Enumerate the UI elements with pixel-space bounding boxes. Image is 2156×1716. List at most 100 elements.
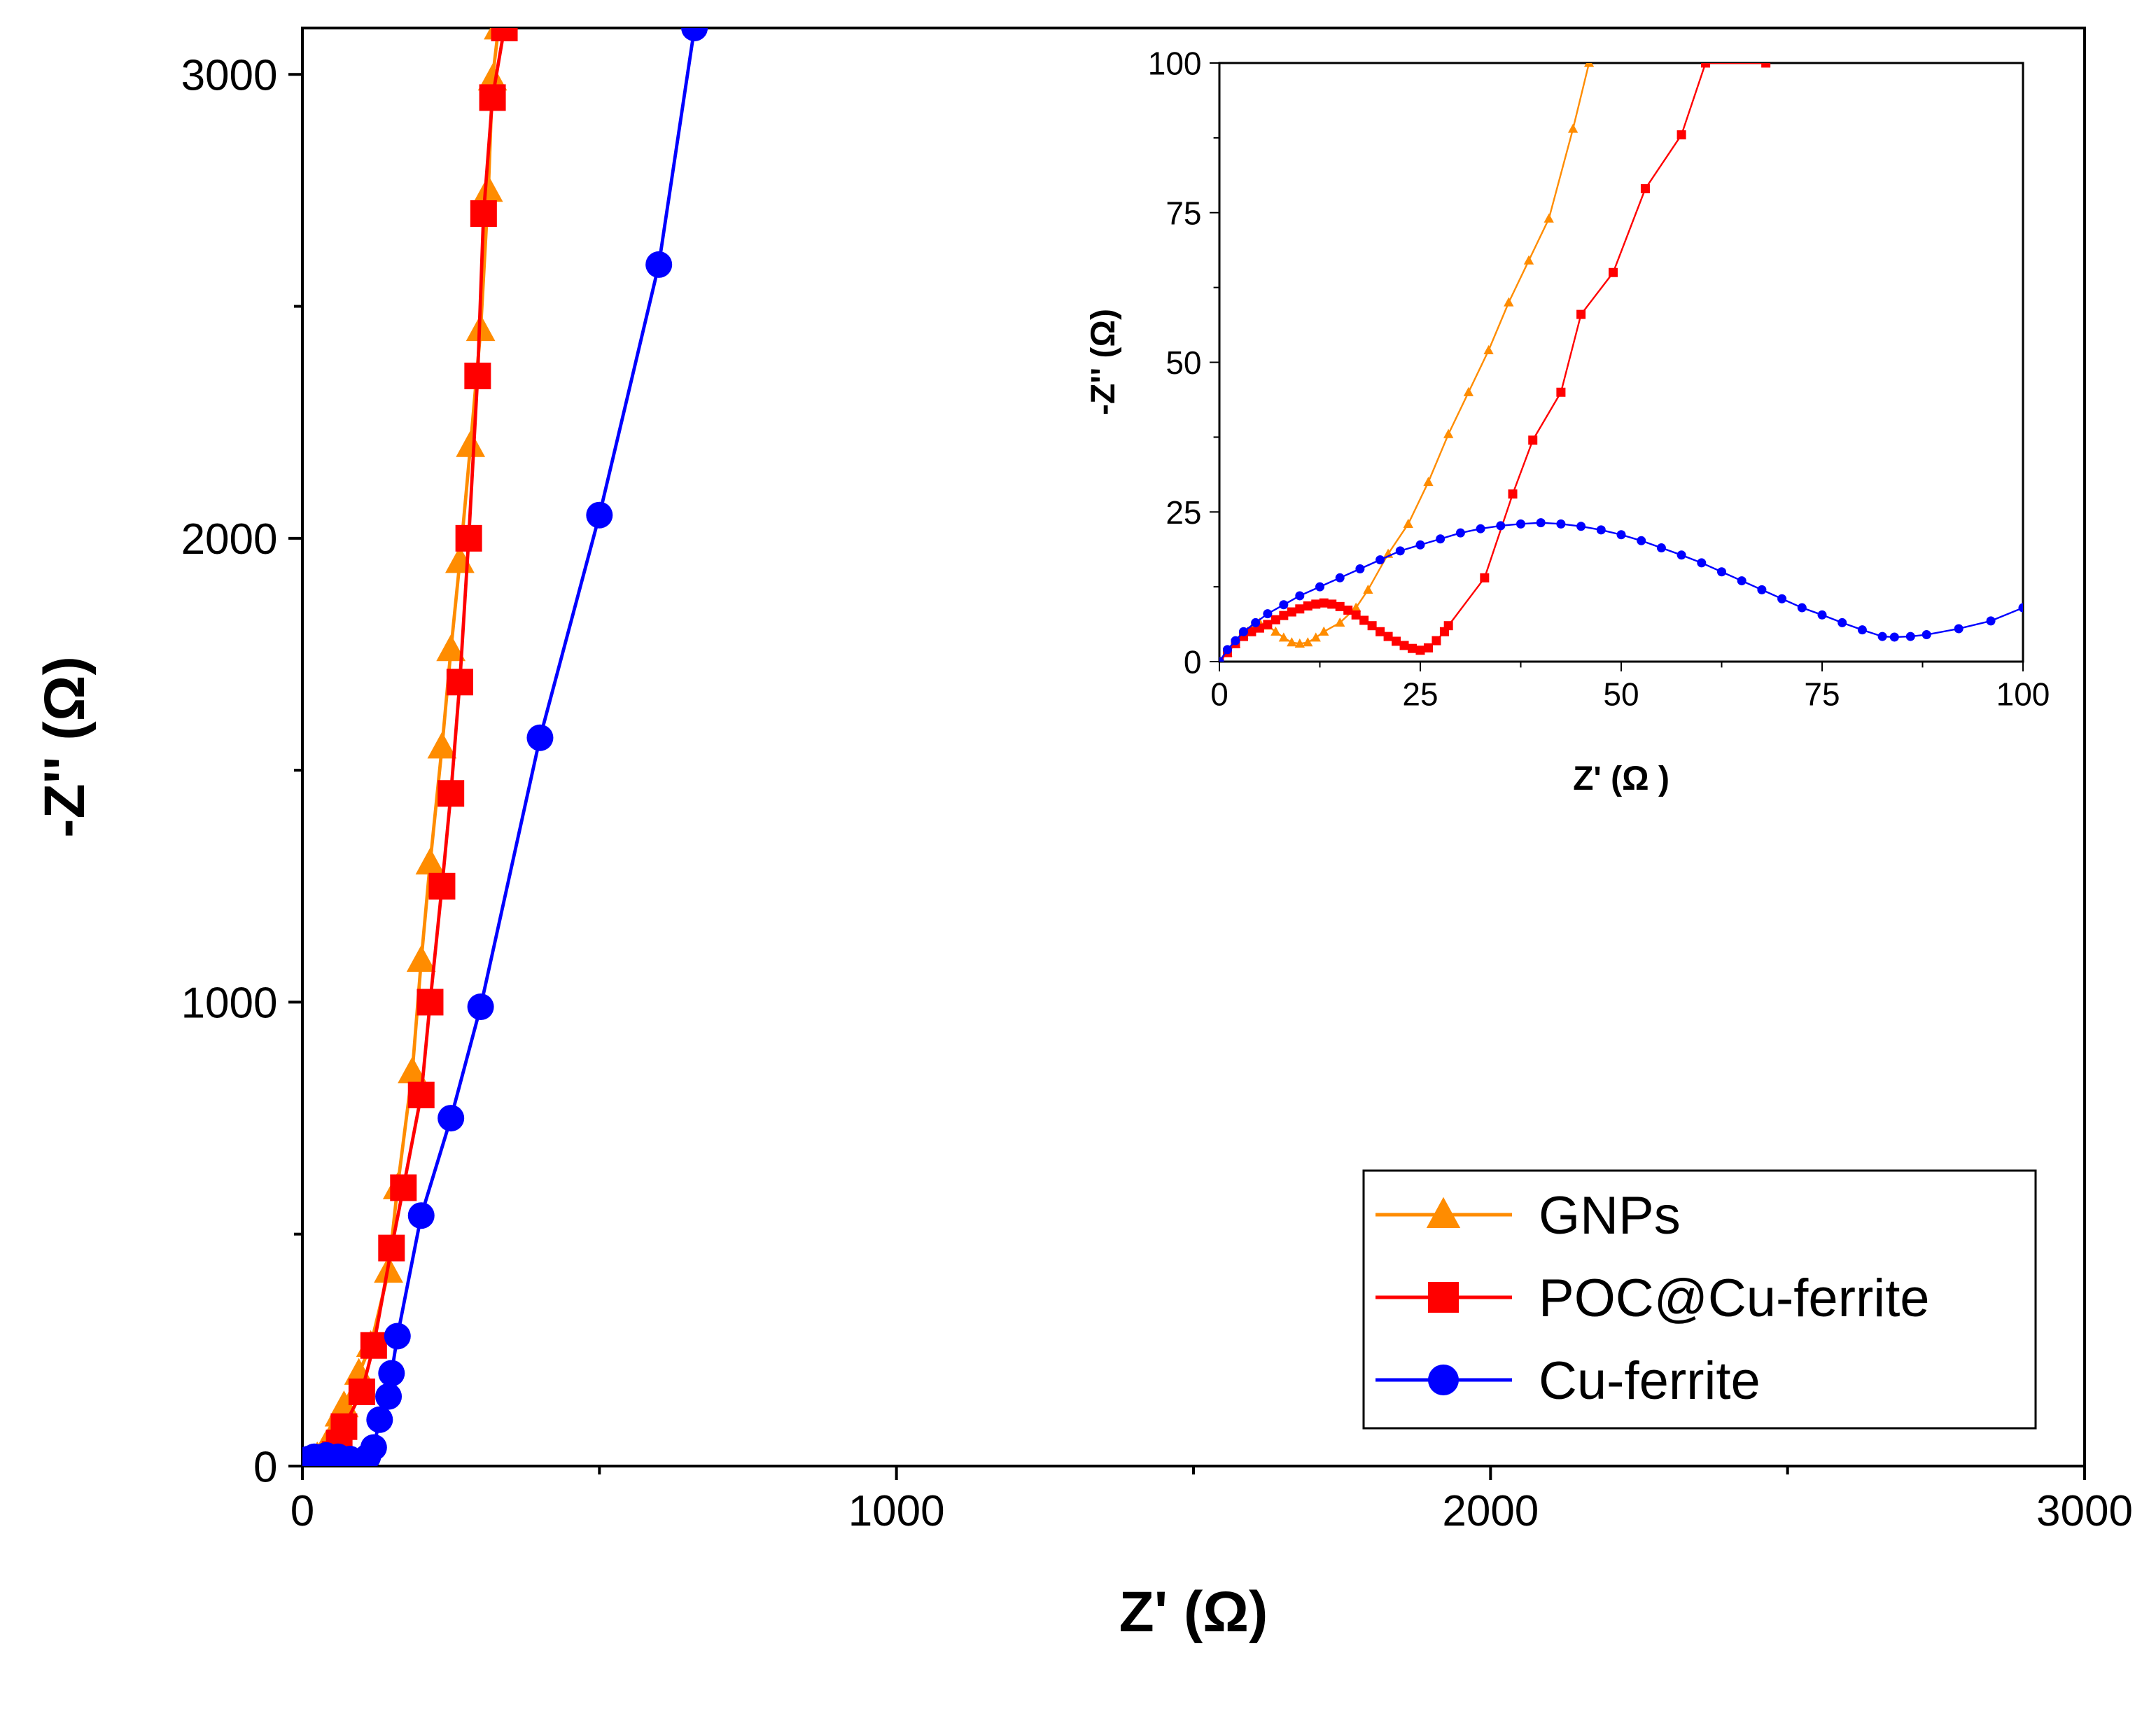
inset-point-poc-cu-ferrite: [1676, 130, 1686, 140]
main-point-poc-cu-ferrite: [446, 669, 473, 696]
main-point-poc-cu-ferrite: [428, 872, 456, 900]
inset-point-cu-ferrite: [1238, 627, 1248, 636]
main-y-tick-label: 0: [253, 1443, 277, 1491]
inset-point-poc-cu-ferrite: [1287, 607, 1296, 617]
main-y-axis-title: -Z'' (Ω): [33, 656, 97, 838]
inset-point-poc-cu-ferrite: [1367, 621, 1377, 631]
inset-point-gnps: [1303, 637, 1313, 647]
inset-point-poc-cu-ferrite: [1480, 573, 1490, 583]
main-point-cu-ferrite: [407, 1202, 435, 1229]
inset-point-poc-cu-ferrite: [1701, 63, 1711, 68]
main-point-cu-ferrite: [384, 1323, 411, 1350]
inset-point-poc-cu-ferrite: [1359, 615, 1369, 625]
inset-point-cu-ferrite: [1455, 528, 1465, 538]
inset-point-cu-ferrite: [1516, 519, 1525, 529]
inset-x-tick-label: 0: [1210, 676, 1228, 712]
inset-point-poc-cu-ferrite: [1576, 309, 1586, 319]
inset-point-cu-ferrite: [1335, 573, 1345, 583]
main-point-poc-cu-ferrite: [348, 1378, 375, 1405]
main-point-gnps: [415, 847, 445, 875]
main-point-poc-cu-ferrite: [491, 28, 518, 41]
inset-point-poc-cu-ferrite: [1432, 636, 1441, 646]
main-y-tick-label: 1000: [181, 979, 278, 1028]
inset-point-poc-cu-ferrite: [1295, 604, 1305, 614]
inset-point-poc-cu-ferrite: [1351, 610, 1361, 620]
inset-point-gnps: [1523, 255, 1534, 265]
inset-x-axis-title: Z' (Ω ): [1573, 760, 1670, 797]
inset-point-poc-cu-ferrite: [1303, 601, 1312, 611]
inset-axis-ticks: 0 25 50 75 100 0 25 50 75 100: [1148, 46, 2050, 713]
inset-point-cu-ferrite: [1251, 618, 1261, 627]
inset-point-gnps: [1335, 617, 1345, 627]
main-point-poc-cu-ferrite: [390, 1174, 417, 1201]
inset-point-gnps: [1423, 477, 1434, 487]
inset-point-poc-cu-ferrite: [1609, 267, 1618, 277]
inset-point-poc-cu-ferrite: [1311, 599, 1321, 609]
main-x-tick-label: 2000: [1442, 1487, 1539, 1535]
main-point-poc-cu-ferrite: [455, 524, 482, 552]
main-point-poc-cu-ferrite: [330, 1413, 358, 1440]
inset-point-poc-cu-ferrite: [1392, 636, 1401, 646]
inset-x-tick-label: 100: [1996, 676, 2050, 712]
inset-point-poc-cu-ferrite: [1508, 489, 1518, 499]
inset-point-cu-ferrite: [1496, 521, 1506, 531]
inset-point-cu-ferrite: [1737, 576, 1746, 586]
main-point-cu-ferrite: [526, 724, 554, 751]
inset-point-cu-ferrite: [1656, 543, 1666, 553]
main-plot-series: [302, 28, 708, 1466]
inset-point-cu-ferrite: [1536, 518, 1546, 528]
inset-point-cu-ferrite: [1415, 540, 1425, 550]
main-point-poc-cu-ferrite: [416, 989, 444, 1016]
inset-y-tick-label: 0: [1184, 644, 1202, 681]
inset-y-tick-label: 50: [1166, 344, 1201, 381]
inset-point-cu-ferrite: [1231, 636, 1240, 646]
legend-label-gnps: GNPs: [1539, 1186, 1681, 1246]
main-x-axis-title: Z' (Ω): [1119, 1580, 1268, 1644]
main-point-cu-ferrite: [360, 1434, 387, 1461]
inset-point-poc-cu-ferrite: [1556, 387, 1566, 397]
inset-point-poc-cu-ferrite: [1761, 63, 1771, 68]
inset-point-poc-cu-ferrite: [1279, 611, 1289, 620]
legend-marker-poc-cu-ferrite: [1428, 1282, 1459, 1313]
inset-point-gnps: [1583, 63, 1595, 67]
inset-point-cu-ferrite: [1219, 657, 1224, 662]
main-x-tick-label: 1000: [848, 1487, 945, 1535]
inset-point-cu-ferrite: [1777, 594, 1787, 604]
main-point-gnps: [398, 1056, 427, 1084]
inset-point-cu-ferrite: [1717, 567, 1726, 577]
inset-plot-series: [1219, 63, 2023, 662]
inset-point-poc-cu-ferrite: [1443, 621, 1453, 631]
inset-point-cu-ferrite: [1986, 616, 1996, 626]
inset-point-gnps: [1294, 638, 1305, 648]
main-point-cu-ferrite: [586, 501, 613, 529]
inset-x-tick-label: 75: [1804, 676, 1840, 712]
legend-items: GNPs POC@Cu-ferrite Cu-ferrite: [1376, 1186, 1930, 1411]
main-x-tick-label: 3000: [2036, 1487, 2133, 1535]
inset-point-gnps: [1463, 386, 1474, 396]
main-point-cu-ferrite: [645, 251, 673, 278]
inset-point-cu-ferrite: [1222, 645, 1232, 655]
main-point-gnps: [427, 732, 457, 759]
inset-point-cu-ferrite: [1921, 630, 1931, 640]
inset-point-cu-ferrite: [1556, 519, 1566, 529]
inset-point-poc-cu-ferrite: [1528, 435, 1538, 445]
main-point-gnps: [473, 175, 503, 202]
inset-point-cu-ferrite: [1616, 530, 1626, 540]
inset-point-cu-ferrite: [1757, 585, 1767, 594]
legend-label-poc-cu-ferrite: POC@Cu-ferrite: [1539, 1269, 1930, 1328]
inset-point-gnps: [1403, 518, 1413, 528]
inset-point-cu-ferrite: [1889, 632, 1899, 642]
main-point-cu-ferrite: [378, 1360, 405, 1387]
inset-point-poc-cu-ferrite: [1640, 184, 1650, 194]
inset-point-cu-ferrite: [1376, 555, 1385, 565]
inset-point-gnps: [1270, 626, 1281, 636]
inset-point-cu-ferrite: [1797, 603, 1807, 613]
inset-point-cu-ferrite: [1837, 618, 1847, 627]
inset-point-poc-cu-ferrite: [1327, 599, 1337, 609]
main-point-cu-ferrite: [438, 1105, 465, 1132]
main-point-cu-ferrite: [467, 993, 494, 1021]
inset-point-gnps: [1310, 632, 1321, 642]
main-point-gnps: [456, 430, 486, 457]
